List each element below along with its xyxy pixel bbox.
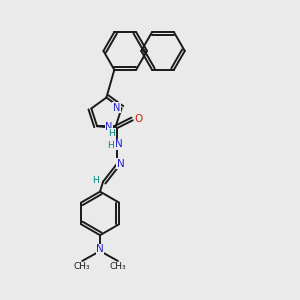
Text: N: N — [96, 244, 104, 254]
Text: N: N — [117, 159, 125, 169]
Text: CH₃: CH₃ — [110, 262, 126, 272]
Text: N: N — [115, 139, 123, 149]
Text: CH₃: CH₃ — [74, 262, 91, 272]
Text: N: N — [105, 122, 112, 132]
Text: N: N — [113, 103, 120, 112]
Text: H: H — [108, 129, 115, 138]
Text: H: H — [92, 176, 98, 185]
Text: H: H — [108, 140, 114, 149]
Text: O: O — [135, 114, 143, 124]
